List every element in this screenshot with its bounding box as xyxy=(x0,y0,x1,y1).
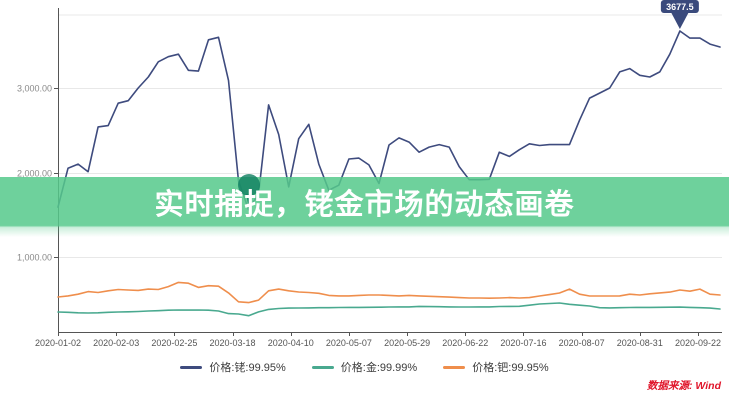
series-line-2 xyxy=(57,281,721,304)
x-axis-label: 2020-04-10 xyxy=(268,338,314,348)
x-axis-label: 2020-09-22 xyxy=(675,338,721,348)
banner-title: 实时捕捉，铑金市场的动态画卷 xyxy=(154,188,575,221)
min-marker-tail xyxy=(245,193,252,210)
legend-item-2[interactable]: 价格:钯:99.95% xyxy=(443,359,549,375)
x-axis-label: 2020-02-25 xyxy=(151,338,197,348)
y-axis-label: 3,000.00 xyxy=(17,84,52,94)
y-axis-label: 2,000.00 xyxy=(17,169,52,179)
legend-line-swatch xyxy=(443,365,466,369)
legend-line-swatch xyxy=(311,365,334,369)
legend-item-1[interactable]: 价格:金:99.99% xyxy=(311,359,418,375)
legend-label: 价格:钯:99.95% xyxy=(472,362,549,374)
x-axis-label: 2020-06-22 xyxy=(442,338,488,348)
x-axis-label: 2020-01-02 xyxy=(35,338,81,348)
max-marker-label: 3677.5 xyxy=(666,2,694,12)
legend: 价格:铑:99.95% 价格:金:99.99% 价格:钯:99.95% xyxy=(0,359,729,375)
x-axis-label: 2020-08-07 xyxy=(559,338,605,348)
series-line-1 xyxy=(57,302,721,317)
min-marker-pin xyxy=(237,173,260,210)
series-line-0 xyxy=(57,30,721,211)
legend-label: 价格:金:99.99% xyxy=(340,362,418,374)
y-axis-label: 1,000.00 xyxy=(17,253,52,263)
min-marker-balloon xyxy=(237,173,260,196)
data-source-note: 数据来源: Wind xyxy=(647,380,721,392)
x-axis-label: 2020-03-18 xyxy=(210,338,256,348)
x-axis-label: 2020-07-16 xyxy=(500,338,546,348)
title-banner xyxy=(0,177,729,237)
max-marker-balloon xyxy=(660,0,699,13)
x-axis-label: 2020-02-03 xyxy=(93,338,139,348)
legend-line-swatch xyxy=(180,365,203,369)
x-axis-label: 2020-05-29 xyxy=(384,338,430,348)
max-marker-tail xyxy=(670,12,689,30)
x-axis-label: 2020-08-31 xyxy=(617,338,663,348)
legend-item-0[interactable]: 价格:铑:99.95% xyxy=(180,359,286,375)
legend-label: 价格:铑:99.95% xyxy=(209,362,286,374)
x-axis-label: 2020-05-07 xyxy=(326,338,372,348)
